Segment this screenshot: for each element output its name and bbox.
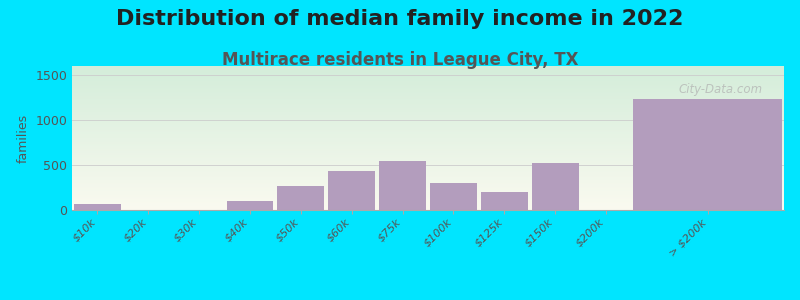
Bar: [278, 186, 324, 210]
Bar: [634, 99, 782, 210]
Bar: [379, 161, 426, 210]
Text: Distribution of median family income in 2022: Distribution of median family income in …: [116, 9, 684, 29]
Text: City-Data.com: City-Data.com: [678, 83, 762, 96]
Bar: [532, 163, 578, 210]
Bar: [74, 204, 121, 210]
Bar: [328, 171, 375, 210]
Bar: [226, 201, 274, 210]
Text: Multirace residents in League City, TX: Multirace residents in League City, TX: [222, 51, 578, 69]
Bar: [430, 182, 477, 210]
Y-axis label: families: families: [17, 113, 30, 163]
Bar: [481, 192, 528, 210]
Bar: [125, 209, 172, 210]
Bar: [176, 209, 222, 210]
